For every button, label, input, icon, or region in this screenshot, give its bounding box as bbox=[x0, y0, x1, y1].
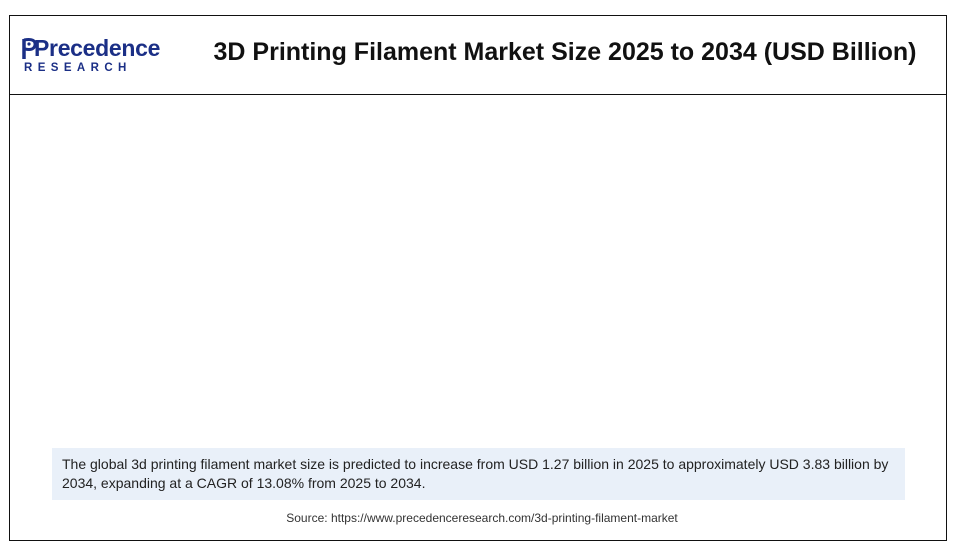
logo-wordmark: Precedence bbox=[34, 35, 161, 61]
source-line: Source: https://www.precedenceresearch.c… bbox=[286, 511, 678, 525]
logo-p-icon bbox=[22, 38, 37, 59]
caption-text: The global 3d printing filament market s… bbox=[62, 456, 889, 491]
caption-box: The global 3d printing filament market s… bbox=[52, 448, 905, 500]
precedence-research-logo: Precedence RESEARCH bbox=[22, 31, 172, 81]
chart-title: 3D Printing Filament Market Size 2025 to… bbox=[213, 38, 917, 66]
logo-subtitle: RESEARCH bbox=[24, 62, 132, 74]
chart-header: Precedence RESEARCH 3D Printing Filament… bbox=[10, 16, 946, 95]
